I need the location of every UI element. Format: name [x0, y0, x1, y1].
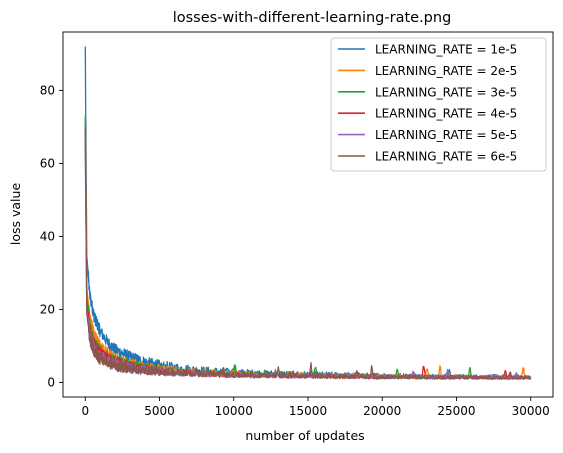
legend-box	[330, 37, 547, 172]
series-line-6	[84, 126, 532, 381]
chart-title: losses-with-different-learning-rate.png	[173, 10, 452, 26]
legend-label-4: LEARNING_RATE = 4e-5	[375, 107, 517, 121]
x-axis-label: number of updates	[245, 428, 364, 443]
x-tick-label: 25000	[437, 404, 475, 418]
legend: LEARNING_RATE = 1e-5 LEARNING_RATE = 2e-5…	[330, 37, 547, 172]
y-tick-label: 80	[40, 83, 55, 97]
x-tick-label: 5000	[144, 404, 175, 418]
legend-label-1: LEARNING_RATE = 1e-5	[375, 43, 517, 57]
legend-label-5: LEARNING_RATE = 5e-5	[375, 128, 517, 142]
y-axis-ticks: 0 20 40 60 80	[40, 83, 63, 389]
legend-label-2: LEARNING_RATE = 2e-5	[375, 64, 517, 78]
x-axis-ticks: 0 5000 10000 15000 20000 25000 30000	[81, 397, 550, 418]
y-axis-label: loss value	[8, 183, 23, 246]
legend-label-6: LEARNING_RATE = 6e-5	[375, 150, 517, 164]
legend-label-3: LEARNING_RATE = 3e-5	[375, 85, 517, 99]
y-tick-label: 40	[40, 229, 55, 243]
x-tick-label: 10000	[215, 404, 253, 418]
y-tick-label: 20	[40, 302, 55, 316]
x-tick-label: 20000	[363, 404, 401, 418]
y-tick-label: 60	[40, 156, 55, 170]
x-tick-label: 30000	[512, 404, 550, 418]
x-tick-label: 15000	[289, 404, 327, 418]
x-tick-label: 0	[81, 404, 89, 418]
y-tick-label: 0	[47, 375, 55, 389]
series-lines-group	[84, 46, 532, 381]
